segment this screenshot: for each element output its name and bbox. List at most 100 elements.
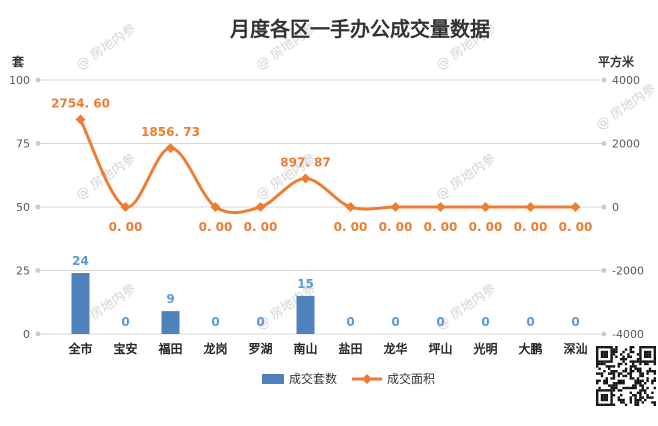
qr-module: [632, 365, 635, 368]
bar-value-label: 0: [571, 315, 579, 329]
qr-module: [646, 355, 649, 358]
qr-module: [610, 365, 613, 368]
qr-module: [646, 394, 649, 397]
qr-module: [644, 362, 647, 366]
qr-module: [610, 348, 613, 351]
line-point: [345, 202, 356, 212]
qr-module: [620, 401, 623, 404]
line-value-label: 2754. 60: [51, 97, 110, 111]
qr-module: [620, 372, 623, 375]
qr-module: [648, 346, 652, 349]
qr-module: [639, 382, 642, 385]
qr-module: [651, 370, 654, 373]
qr-module: [639, 360, 642, 363]
qr-module: [617, 362, 620, 366]
left-tick-marker: [35, 331, 41, 337]
qr-module: [622, 374, 625, 378]
qr-module: [603, 394, 606, 397]
x-tick-label: 罗湖: [248, 341, 272, 356]
chart-title: 月度各区一手办公成交量数据: [229, 17, 490, 41]
qr-module: [629, 391, 632, 394]
qr-module: [615, 382, 618, 385]
qr-module: [603, 346, 606, 349]
qr-module: [596, 372, 599, 375]
qr-module: [629, 350, 632, 354]
qr-module: [646, 377, 649, 380]
qr-module: [651, 382, 654, 385]
qr-module: [639, 394, 642, 397]
qr-module: [653, 401, 656, 404]
qr-module: [639, 346, 642, 349]
qr-module: [629, 348, 632, 351]
x-tick-label: 福田: [157, 341, 182, 356]
qr-module: [636, 358, 640, 361]
qr-module: [608, 365, 611, 368]
qr-module: [639, 362, 642, 366]
qr-module: [605, 389, 608, 392]
qr-module: [636, 398, 640, 402]
qr-module: [612, 348, 616, 351]
qr-module: [596, 403, 599, 406]
watermark-layer: @ 房地内参 @ 房地内参 @ 房地内参@ 房地内参 @ 房地内参 @ 房地内参@ 房地…: [73, 21, 658, 334]
qr-module: [629, 370, 632, 373]
qr-module: [622, 355, 625, 358]
qr-module: [639, 379, 642, 382]
qr-module: [639, 370, 642, 373]
watermark-text: @ 房地内参: [593, 81, 658, 134]
qr-module: [610, 372, 613, 375]
qr-module: [632, 394, 635, 397]
qr-module: [636, 403, 640, 406]
qr-module: [646, 350, 649, 354]
qr-module: [620, 353, 623, 356]
qr-module: [629, 374, 632, 378]
qr-module: [608, 360, 611, 363]
qr-module: [610, 346, 613, 349]
qr-module: [622, 398, 625, 402]
qr-module: [610, 360, 613, 363]
qr-module: [636, 370, 640, 373]
qr-module: [636, 367, 640, 370]
qr-module: [598, 372, 601, 375]
right-tick-marker: [601, 331, 607, 337]
qr-module: [612, 365, 616, 368]
legend-swatch-bars: [262, 374, 284, 384]
bar-value-label: 0: [121, 315, 129, 329]
qr-module: [629, 367, 632, 370]
qr-module: [620, 362, 623, 366]
legend-label-line: 成交面积: [387, 371, 435, 386]
qr-module: [610, 389, 613, 392]
qr-module: [644, 389, 647, 392]
qr-module: [641, 374, 644, 378]
qr-module: [605, 350, 608, 354]
qr-module: [639, 384, 642, 387]
qr-module: [608, 384, 611, 387]
right-axis: -4000 -2000 0 2000 4000: [601, 74, 644, 341]
qr-module: [615, 355, 618, 358]
qr-module: [644, 350, 647, 354]
line-point: [300, 173, 311, 184]
left-tick-marker: [35, 268, 41, 273]
qr-module: [596, 394, 599, 397]
qr-module: [641, 401, 644, 404]
line-value-label: 0. 00: [424, 220, 458, 234]
qr-module: [612, 386, 616, 390]
bar: [71, 273, 90, 334]
right-tick-marker: [601, 77, 607, 83]
qr-module: [624, 348, 628, 351]
qr-module: [610, 353, 613, 356]
qr-module: [646, 370, 649, 373]
qr-module: [629, 365, 632, 368]
right-tick-marker: [601, 268, 607, 273]
qr-module: [610, 377, 613, 380]
qr-module: [651, 396, 654, 399]
qr-module: [603, 379, 606, 382]
qr-module: [648, 370, 652, 373]
qr-module: [622, 360, 625, 363]
qr-module: [612, 353, 616, 356]
left-tick-marker: [35, 77, 41, 83]
qr-module: [644, 382, 647, 385]
left-tick-label: 0: [23, 328, 30, 341]
qr-module: [641, 372, 644, 375]
qr-module: [646, 372, 649, 375]
qr-module: [610, 394, 613, 397]
